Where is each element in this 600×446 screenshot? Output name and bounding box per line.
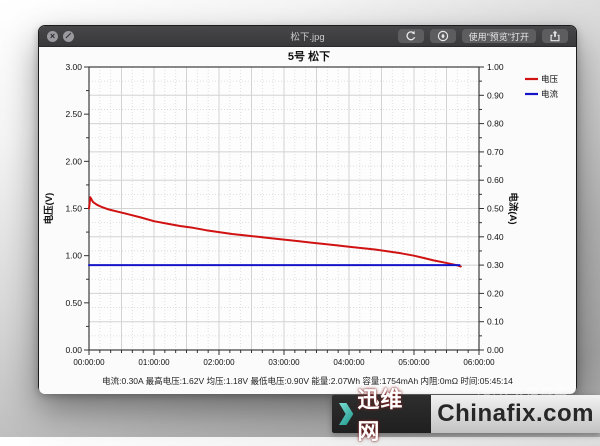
right-axis-tick-label: 0.00 [487, 345, 504, 355]
document-preview: 3.00 2.50 2.00 1.50 1.00 0.50 0.00 1.00 0.90 0.80… [39, 47, 576, 394]
right-axis-tick-label: 1.00 [487, 62, 504, 72]
right-axis-tick-label: 0.20 [487, 288, 504, 298]
right-axis-tick-label: 0.60 [487, 175, 504, 185]
left-axis-tick-label: 1.00 [65, 251, 82, 261]
share-button[interactable] [542, 29, 568, 43]
right-axis-tick-label: 0.50 [487, 204, 504, 214]
expand-icon [65, 33, 72, 39]
expand-button[interactable] [63, 30, 74, 42]
right-axis-tick-label: 0.90 [487, 90, 504, 100]
x-axis-tick-label: 01:00:00 [138, 358, 170, 367]
x-axis-tick-label: 06:00:00 [463, 358, 495, 367]
left-axis-tick-label: 1.50 [65, 204, 82, 214]
chevron-icon [339, 403, 354, 425]
markup-button[interactable] [429, 29, 456, 43]
left-axis-tick-label: 3.00 [65, 62, 82, 72]
x-axis-tick-label: 04:00:00 [333, 358, 365, 367]
left-axis-title: 电压(V) [43, 193, 55, 225]
right-axis-title: 电流(A) [507, 192, 519, 224]
site-name-en: Chinafix.com [437, 400, 594, 427]
right-axis-tick-label: 0.30 [487, 260, 504, 270]
x-axis-tick-label: 00:00:00 [73, 358, 105, 367]
chart-canvas: 3.00 2.50 2.00 1.50 1.00 0.50 0.00 1.00 0.90 0.80… [43, 49, 559, 367]
close-button[interactable]: × [47, 30, 58, 42]
chart-title: 5号 松下 [288, 49, 330, 63]
banner-left: 迅维网 [332, 387, 432, 444]
x-axis-tick-label: 05:00:00 [398, 358, 430, 367]
rotate-left-button[interactable] [397, 29, 424, 43]
legend-label: 电流 [541, 89, 559, 99]
x-axis-tick-label: 02:00:00 [203, 358, 235, 367]
right-axis-tick-label: 0.10 [487, 317, 504, 327]
right-axis-tick-label: 0.70 [487, 147, 504, 157]
left-axis-tick-label: 2.50 [65, 109, 82, 119]
left-axis-tick-label: 0.00 [65, 345, 82, 355]
quicklook-window: × 松下.jpg 使用"预览"打开 [38, 25, 577, 394]
close-icon: × [49, 30, 56, 41]
open-with-preview-button[interactable]: 使用"预览"打开 [461, 29, 536, 43]
chinafix-watermark-banner: 迅维网 Chinafix.com [332, 387, 600, 444]
share-icon [550, 30, 560, 42]
left-axis-tick-label: 2.00 [65, 156, 82, 166]
right-axis-tick-label: 0.80 [487, 119, 504, 129]
right-axis-tick-label: 0.40 [487, 232, 504, 242]
titlebar[interactable]: × 松下.jpg 使用"预览"打开 [39, 26, 576, 47]
site-name-cn: 迅维网 [357, 387, 404, 444]
series-line-voltage [88, 196, 462, 268]
rotate-left-icon [406, 31, 415, 41]
stats-line: 电流:0.30A 最高电压:1.62V 均压:1.18V 最低电压:0.90V … [102, 376, 513, 386]
banner-right: Chinafix.com [431, 395, 600, 433]
legend-label: 电压 [541, 74, 559, 84]
left-axis-tick-label: 0.50 [65, 298, 82, 308]
x-axis-tick-label: 03:00:00 [268, 358, 300, 367]
markup-icon [437, 30, 448, 42]
